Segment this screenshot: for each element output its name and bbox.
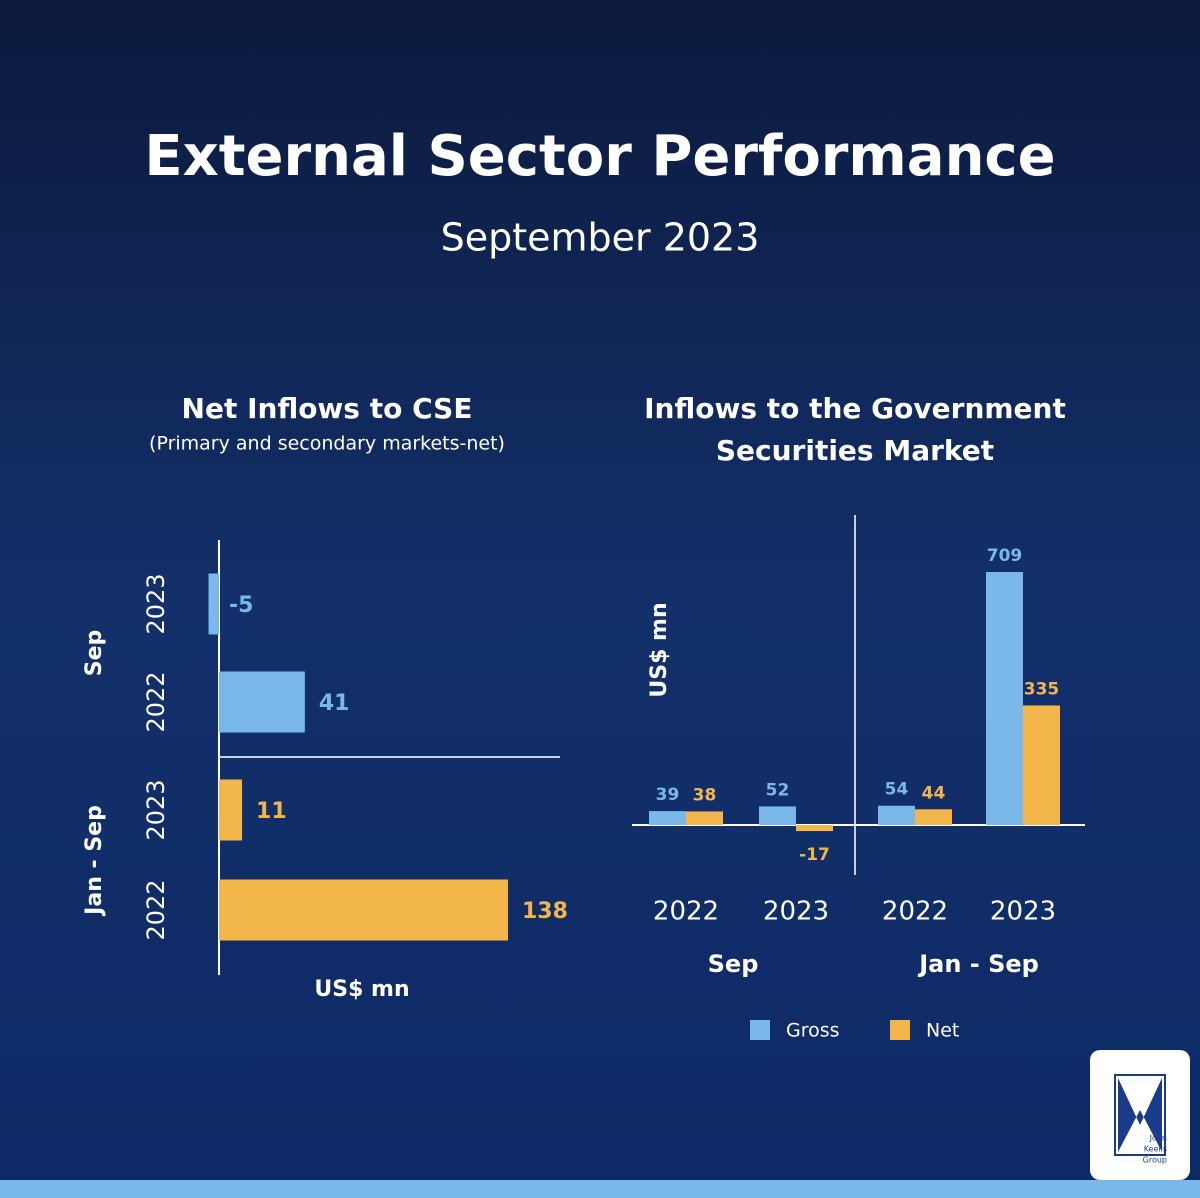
- axis-title: US$ mn: [314, 977, 409, 1002]
- value-label: -5: [229, 593, 253, 618]
- category-label: 2023: [142, 779, 170, 840]
- x-tick-label: 2023: [763, 897, 829, 927]
- bar: [686, 811, 723, 825]
- legend-swatch: [890, 1020, 910, 1040]
- value-label: 44: [922, 783, 946, 803]
- legend-label: Net: [926, 1020, 959, 1042]
- value-label: 38: [693, 785, 717, 805]
- bottom-stripe: [0, 1180, 1200, 1198]
- bar: [219, 879, 508, 941]
- legend-swatch: [750, 1020, 770, 1040]
- legend-label: Gross: [786, 1020, 840, 1042]
- bar: [759, 806, 796, 825]
- x-tick-label: 2022: [653, 897, 719, 927]
- category-label: 2022: [142, 671, 170, 732]
- title: External Sector Performance: [144, 124, 1055, 189]
- value-label: 39: [656, 785, 680, 805]
- value-label: 335: [1024, 679, 1060, 699]
- chart-title: Inflows to the Government Securities Mark…: [644, 392, 1066, 467]
- bar: [1023, 705, 1060, 825]
- value-label: 709: [987, 546, 1023, 566]
- bar: [219, 671, 305, 733]
- group-label: Sep: [82, 630, 107, 677]
- bar: [649, 811, 686, 825]
- logo-text: Group: [1143, 1156, 1167, 1165]
- logo-mark: [1118, 1078, 1162, 1152]
- x-tick-label: 2023: [990, 897, 1056, 927]
- value-label: 138: [522, 899, 568, 924]
- category-label: 2023: [142, 573, 170, 634]
- group-label: Jan - Sep: [917, 950, 1039, 978]
- bar: [986, 572, 1023, 825]
- group-label: Sep: [708, 950, 759, 978]
- logo-frame: [1114, 1074, 1166, 1156]
- value-label: 54: [885, 780, 909, 800]
- group-label: Jan - Sep: [82, 805, 107, 917]
- bar: [878, 805, 915, 825]
- axis-title: US$ mn: [647, 602, 672, 697]
- value-label: 11: [256, 799, 287, 824]
- value-label: 52: [766, 780, 790, 800]
- bar: [915, 809, 952, 825]
- logo-text: John: [1149, 1134, 1167, 1143]
- chart-title: Net Inflows to CSE: [182, 392, 473, 425]
- category-label: 2022: [142, 879, 170, 940]
- bar: [219, 779, 243, 841]
- value-label: -17: [799, 845, 830, 865]
- bar: [208, 573, 219, 635]
- bar: [796, 825, 833, 832]
- x-tick-label: 2022: [882, 897, 948, 927]
- chart-subtitle: (Primary and secondary markets-net): [149, 433, 505, 455]
- value-label: 41: [319, 691, 350, 716]
- subtitle: September 2023: [441, 216, 760, 260]
- logo-text: Keells: [1144, 1145, 1167, 1154]
